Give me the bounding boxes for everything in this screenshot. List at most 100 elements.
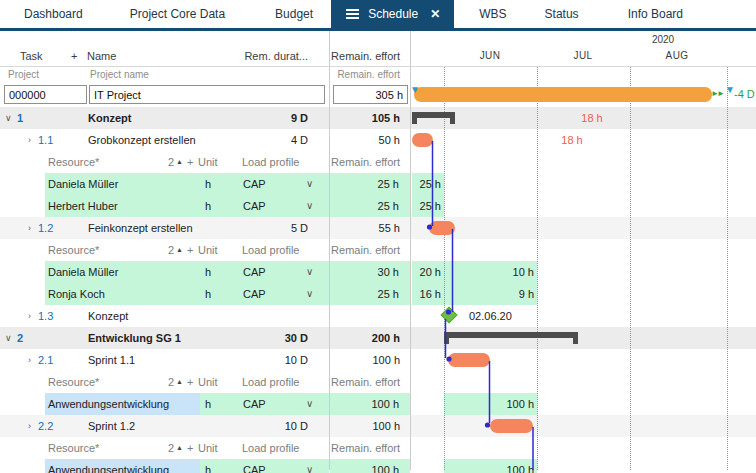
task-row-1-2[interactable]: › 1.2 Feinkonzept erstellen 5 D 55 h (0, 217, 756, 239)
load-profile-column[interactable]: Load profile (242, 151, 300, 173)
tab-bar: Dashboard Project Core Data Budget Sched… (0, 0, 756, 31)
resource-column[interactable]: Resource* (48, 437, 99, 459)
resource-row[interactable]: Daniela Müller h CAP ∨ 30 h 20 h 10 h (0, 261, 756, 283)
column-rem-duration[interactable]: Rem. durat... (200, 50, 308, 62)
gridline-jul (537, 67, 538, 470)
task-duration: 10 D (200, 415, 308, 437)
expand-icon[interactable]: › (28, 129, 31, 151)
timeline-year: 2020 (633, 34, 693, 45)
load-profile-column[interactable]: Load profile (242, 239, 300, 261)
task-bar[interactable] (429, 221, 455, 235)
column-divider[interactable] (329, 31, 330, 470)
remain-effort-column[interactable]: Remain. effort (330, 371, 400, 393)
period-effort: 20 h (412, 261, 441, 283)
tab-schedule[interactable]: Schedule ✕ (331, 0, 454, 28)
task-id: 1.1 (38, 129, 53, 151)
chevron-down-icon[interactable]: ∨ (306, 173, 313, 195)
chevron-down-icon[interactable]: ∨ (306, 283, 313, 305)
gridline-jun (444, 67, 445, 470)
sort-asc-icon[interactable]: ▲ (176, 371, 183, 393)
unit-column[interactable]: Unit (198, 437, 218, 459)
task-row-1-1[interactable]: › 1.1 Grobkonzept erstellen 4 D 50 h 18 … (0, 129, 756, 151)
summary-bar[interactable] (444, 332, 578, 338)
remain-effort-column[interactable]: Remain. effort (330, 239, 400, 261)
expand-icon[interactable]: › (28, 415, 31, 437)
resource-row[interactable]: Herbert Huber h CAP ∨ 25 h 25 h (0, 195, 756, 217)
load-profile-column[interactable]: Load profile (242, 437, 300, 459)
sort-indicator[interactable]: 2 (168, 239, 174, 261)
load-profile-value: CAP (243, 173, 266, 195)
task-row-2[interactable]: ∨ 2 Entwicklung SG 1 30 D 200 h (0, 327, 756, 349)
summary-bar[interactable] (412, 112, 455, 118)
column-remain-effort[interactable]: Remain. effort (330, 50, 400, 62)
project-name-input[interactable] (89, 85, 325, 104)
add-resource-button[interactable]: + (187, 437, 193, 459)
table-gantt-divider[interactable] (410, 31, 411, 470)
unit-column[interactable]: Unit (198, 371, 218, 393)
add-resource-button[interactable]: + (187, 239, 193, 261)
project-start-marker-icon[interactable]: ▼ (410, 85, 420, 95)
sort-asc-icon[interactable]: ▲ (176, 239, 183, 261)
task-duration: 30 D (200, 327, 308, 349)
unit-column[interactable]: Unit (198, 239, 218, 261)
task-bar[interactable] (412, 133, 433, 147)
project-gantt-bar[interactable] (414, 87, 712, 102)
chevron-down-icon[interactable]: ∨ (306, 195, 313, 217)
sort-indicator[interactable]: 2 (168, 151, 174, 173)
add-column-button[interactable]: + (71, 50, 77, 62)
expand-icon[interactable]: › (28, 305, 31, 327)
expand-icon[interactable]: › (28, 349, 31, 371)
resource-column[interactable]: Resource* (48, 151, 99, 173)
collapse-icon[interactable]: ∨ (5, 327, 12, 349)
load-profile-column[interactable]: Load profile (242, 371, 300, 393)
collapse-icon[interactable]: ∨ (5, 107, 12, 129)
resource-name: Anwendungsentwicklung (45, 393, 200, 415)
tab-schedule-label: Schedule (368, 7, 418, 21)
column-task[interactable]: Task (20, 50, 43, 62)
tab-project-core-data[interactable]: Project Core Data (130, 0, 225, 28)
resource-effort: 25 h (330, 283, 410, 305)
task-bar[interactable] (448, 353, 490, 367)
close-icon[interactable]: ✕ (430, 7, 440, 21)
task-row-2-2[interactable]: › 2.2 Sprint 1.2 10 D 100 h (0, 415, 756, 437)
task-bar[interactable] (490, 419, 533, 433)
tab-budget[interactable]: Budget (275, 0, 313, 28)
task-row-1[interactable]: ∨ 1 Konzept 9 D 105 h 18 h (0, 107, 756, 129)
task-row-1-3[interactable]: › 1.3 Konzept 02.06.20 (0, 305, 756, 327)
project-id-input[interactable] (4, 85, 87, 104)
sort-asc-icon[interactable]: ▲ (176, 151, 183, 173)
chevron-down-icon[interactable]: ∨ (306, 261, 313, 283)
expand-icon[interactable]: › (28, 217, 31, 239)
resource-row[interactable]: Anwendungsentwicklung h CAP ∨ 100 h 100 … (0, 393, 756, 415)
chevron-down-icon[interactable]: ∨ (306, 459, 313, 473)
task-name: Sprint 1.2 (88, 415, 135, 437)
task-row-2-1[interactable]: › 2.1 Sprint 1.1 10 D 100 h (0, 349, 756, 371)
sort-asc-icon[interactable]: ▲ (176, 437, 183, 459)
project-effort-input[interactable] (333, 85, 408, 104)
resource-effort: 100 h (330, 459, 410, 473)
resource-row[interactable]: Daniela Müller h CAP ∨ 25 h 25 h (0, 173, 756, 195)
resource-row[interactable]: Anwendungsentwicklung h CAP ∨ 100 h 100 … (0, 459, 756, 473)
gantt-effort-label: 18 h (552, 129, 592, 151)
chevron-down-icon[interactable]: ∨ (306, 393, 313, 415)
remain-effort-column[interactable]: Remain. effort (330, 151, 400, 173)
menu-icon[interactable] (346, 13, 359, 15)
remain-effort-column[interactable]: Remain. effort (330, 437, 400, 459)
sort-indicator[interactable]: 2 (168, 437, 174, 459)
tab-info-board[interactable]: Info Board (628, 0, 683, 28)
gantt-effort-label: 18 h (572, 107, 612, 129)
resource-column[interactable]: Resource* (48, 239, 99, 261)
add-resource-button[interactable]: + (187, 371, 193, 393)
tab-dashboard[interactable]: Dashboard (24, 0, 83, 28)
column-name[interactable]: Name (87, 50, 116, 62)
resource-unit: h (205, 173, 211, 195)
sort-indicator[interactable]: 2 (168, 371, 174, 393)
resource-row[interactable]: Ronja Koch h CAP ∨ 25 h 16 h 9 h (0, 283, 756, 305)
resource-column[interactable]: Resource* (48, 371, 99, 393)
tab-wbs[interactable]: WBS (479, 0, 506, 28)
add-resource-button[interactable]: + (187, 151, 193, 173)
tab-status[interactable]: Status (545, 0, 579, 28)
task-id: 2 (17, 327, 23, 349)
project-end-marker-icon[interactable]: ▼ (725, 85, 735, 95)
unit-column[interactable]: Unit (198, 151, 218, 173)
